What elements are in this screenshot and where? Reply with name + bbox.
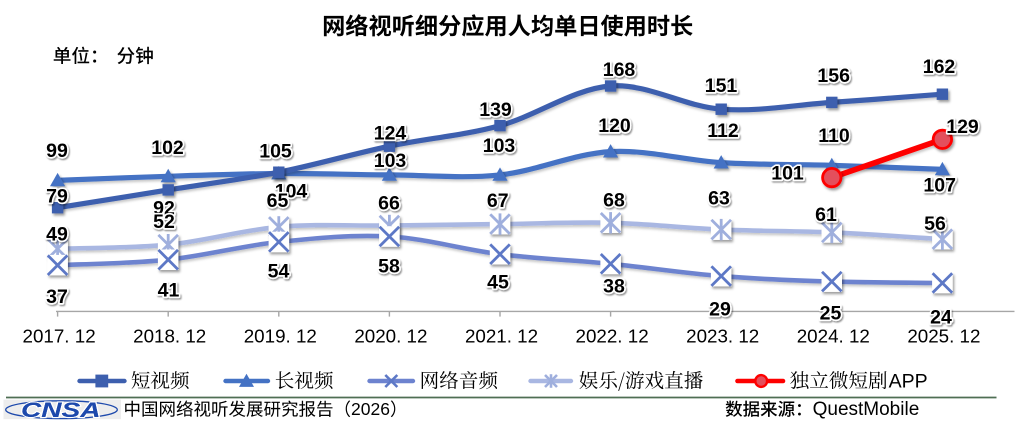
svg-text:2019. 12: 2019. 12 [244,326,317,347]
svg-text:107: 107 [923,175,956,197]
svg-text:105: 105 [259,141,292,163]
svg-text:2021. 12: 2021. 12 [465,326,538,347]
svg-text:56: 56 [924,213,946,235]
svg-text:54: 54 [268,261,290,283]
svg-text:99: 99 [46,140,68,162]
svg-text:67: 67 [487,190,509,212]
svg-text:65: 65 [267,190,289,212]
svg-text:45: 45 [487,272,509,294]
svg-text:APP: APP [889,370,928,392]
svg-text:103: 103 [483,135,516,157]
svg-text:2024. 12: 2024. 12 [797,326,870,347]
svg-text:68: 68 [603,189,625,211]
svg-text:38: 38 [603,276,625,298]
svg-text:CNSA: CNSA [21,398,101,422]
svg-text:66: 66 [378,193,400,215]
svg-text:QuestMobile: QuestMobile [813,399,920,420]
svg-text:61: 61 [815,204,837,226]
svg-text:162: 162 [923,56,956,78]
svg-text:124: 124 [374,123,407,145]
svg-text:102: 102 [151,137,184,159]
svg-text:101: 101 [771,163,804,185]
svg-text:110: 110 [818,125,850,147]
svg-text:2017. 12: 2017. 12 [23,326,96,347]
svg-text:104: 104 [275,181,308,203]
svg-text:103: 103 [374,150,407,172]
svg-text:2018. 12: 2018. 12 [133,326,206,347]
svg-text:168: 168 [603,59,636,81]
svg-text:139: 139 [479,99,512,121]
svg-text:2020. 12: 2020. 12 [354,326,427,347]
svg-text:63: 63 [708,188,730,210]
svg-text:52: 52 [153,211,175,233]
svg-text:2025. 12: 2025. 12 [907,326,980,347]
svg-text:2022. 12: 2022. 12 [576,326,649,347]
svg-text:58: 58 [378,256,400,278]
svg-text:112: 112 [707,120,739,142]
svg-text:37: 37 [46,286,68,308]
svg-text:25: 25 [820,303,842,325]
svg-text:2023. 12: 2023. 12 [686,326,759,347]
svg-text:CNSA: CNSA [21,398,101,422]
svg-text:2026: 2026 [351,399,390,419]
svg-text:129: 129 [946,116,979,138]
svg-text:151: 151 [705,75,738,97]
svg-text:24: 24 [930,307,952,329]
svg-text:49: 49 [46,224,68,246]
svg-text:92: 92 [153,198,175,220]
svg-text:41: 41 [158,280,180,302]
svg-text:79: 79 [46,186,68,208]
svg-text:156: 156 [817,65,850,87]
svg-text:120: 120 [598,115,631,137]
svg-text:29: 29 [709,299,731,321]
